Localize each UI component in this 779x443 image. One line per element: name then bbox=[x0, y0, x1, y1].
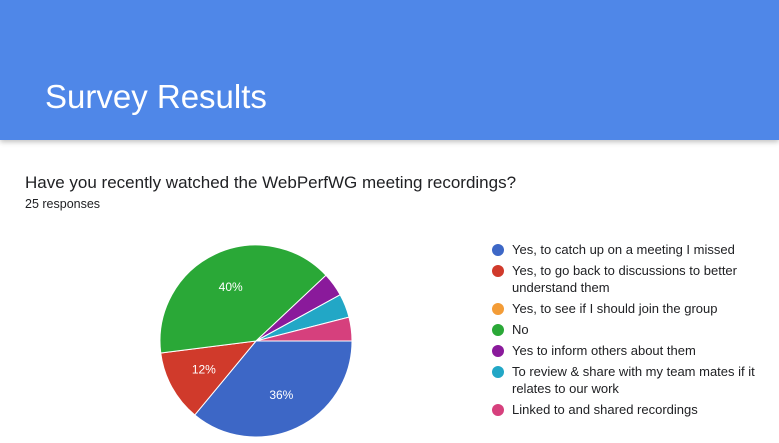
legend-item-6: Linked to and shared recordings bbox=[492, 401, 762, 418]
legend-label-3: No bbox=[512, 322, 529, 337]
legend-swatch-3 bbox=[492, 324, 504, 336]
legend-label-1: Yes, to go back to discussions to better… bbox=[512, 263, 737, 295]
chart-legend: Yes, to catch up on a meeting I missed Ye… bbox=[492, 241, 762, 422]
legend-label-5: To review & share with my team mates if … bbox=[512, 364, 755, 396]
pie-slice-label-3: 40% bbox=[219, 280, 243, 294]
pie-slice-1 bbox=[160, 340, 258, 416]
pie-slice-0 bbox=[194, 340, 353, 438]
legend-swatch-2 bbox=[492, 303, 504, 315]
legend-item-4: Yes to inform others about them bbox=[492, 342, 762, 359]
legend-label-6: Linked to and shared recordings bbox=[512, 402, 698, 417]
question-title: Have you recently watched the WebPerfWG … bbox=[25, 173, 517, 192]
legend-label-2: Yes, to see if I should join the group bbox=[512, 301, 718, 316]
legend-swatch-6 bbox=[492, 404, 504, 416]
legend-swatch-0 bbox=[492, 244, 504, 256]
header-banner: Survey Results bbox=[0, 0, 779, 140]
legend-item-5: To review & share with my team mates if … bbox=[492, 363, 762, 397]
pie-slice-label-0: 36% bbox=[269, 388, 293, 402]
pie-slice-3 bbox=[159, 244, 327, 354]
page-title: Survey Results bbox=[45, 78, 267, 115]
pie-slice-label-1: 12% bbox=[192, 363, 216, 377]
legend-swatch-1 bbox=[492, 265, 504, 277]
legend-item-2: Yes, to see if I should join the group bbox=[492, 300, 762, 317]
pie-slice-6 bbox=[255, 316, 353, 342]
legend-swatch-4 bbox=[492, 345, 504, 357]
legend-swatch-5 bbox=[492, 366, 504, 378]
legend-item-3: No bbox=[492, 321, 762, 338]
legend-item-0: Yes, to catch up on a meeting I missed bbox=[492, 241, 762, 258]
legend-label-4: Yes to inform others about them bbox=[512, 343, 696, 358]
response-count: 25 responses bbox=[25, 197, 101, 211]
legend-item-1: Yes, to go back to discussions to better… bbox=[492, 262, 762, 296]
legend-label-0: Yes, to catch up on a meeting I missed bbox=[512, 242, 735, 257]
